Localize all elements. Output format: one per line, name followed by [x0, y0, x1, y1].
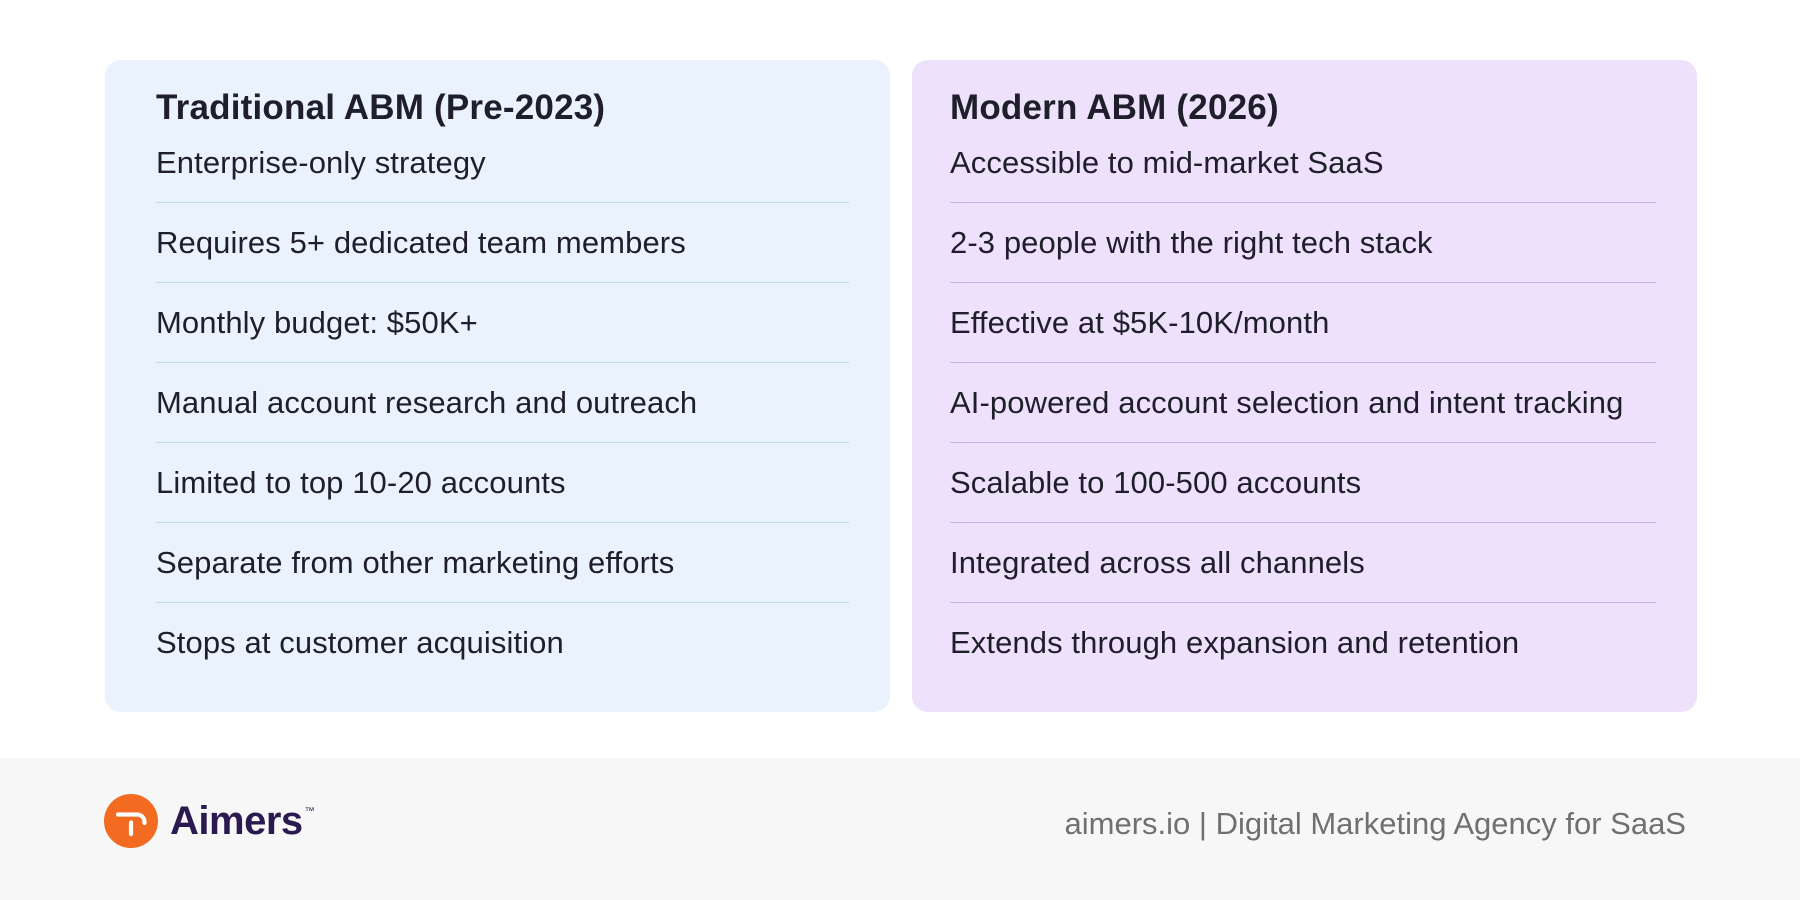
modern-abm-card: Modern ABM (2026) Accessible to mid-mark… — [912, 60, 1697, 712]
brand-name: Aimers — [170, 799, 303, 843]
list-item: Stops at customer acquisition — [156, 625, 564, 660]
traditional-abm-title: Traditional ABM (Pre-2023) — [156, 88, 606, 127]
footer-tagline: aimers.io | Digital Marketing Agency for… — [1064, 806, 1686, 841]
list-item: AI-powered account selection and intent … — [950, 363, 1656, 443]
list-item: Enterprise-only strategy — [156, 123, 849, 203]
list-item: Effective at $5K-10K/month — [950, 283, 1656, 363]
list-item: Integrated across all channels — [950, 523, 1656, 603]
list-item: Separate from other marketing efforts — [156, 523, 849, 603]
brand-logo[interactable]: Aimers ™ — [104, 794, 315, 848]
modern-abm-title: Modern ABM (2026) — [950, 88, 1279, 127]
traditional-abm-card: Traditional ABM (Pre-2023) Enterprise-on… — [105, 60, 890, 712]
list-item: 2-3 people with the right tech stack — [950, 203, 1656, 283]
list-item: Scalable to 100-500 accounts — [950, 443, 1656, 523]
footer — [0, 758, 1800, 900]
modern-abm-list: Accessible to mid-market SaaS 2-3 people… — [950, 123, 1656, 683]
comparison-section: Traditional ABM (Pre-2023) Enterprise-on… — [105, 60, 1697, 712]
traditional-abm-list: Enterprise-only strategy Requires 5+ ded… — [156, 123, 849, 683]
list-item: Limited to top 10-20 accounts — [156, 443, 849, 523]
list-item: Manual account research and outreach — [156, 363, 849, 443]
aimers-logo-icon — [104, 794, 158, 848]
list-item: Requires 5+ dedicated team members — [156, 203, 849, 283]
list-item: Extends through expansion and retention — [950, 625, 1520, 660]
list-item: Accessible to mid-market SaaS — [950, 123, 1656, 203]
list-item: Monthly budget: $50K+ — [156, 283, 849, 363]
trademark-symbol: ™ — [304, 806, 315, 817]
